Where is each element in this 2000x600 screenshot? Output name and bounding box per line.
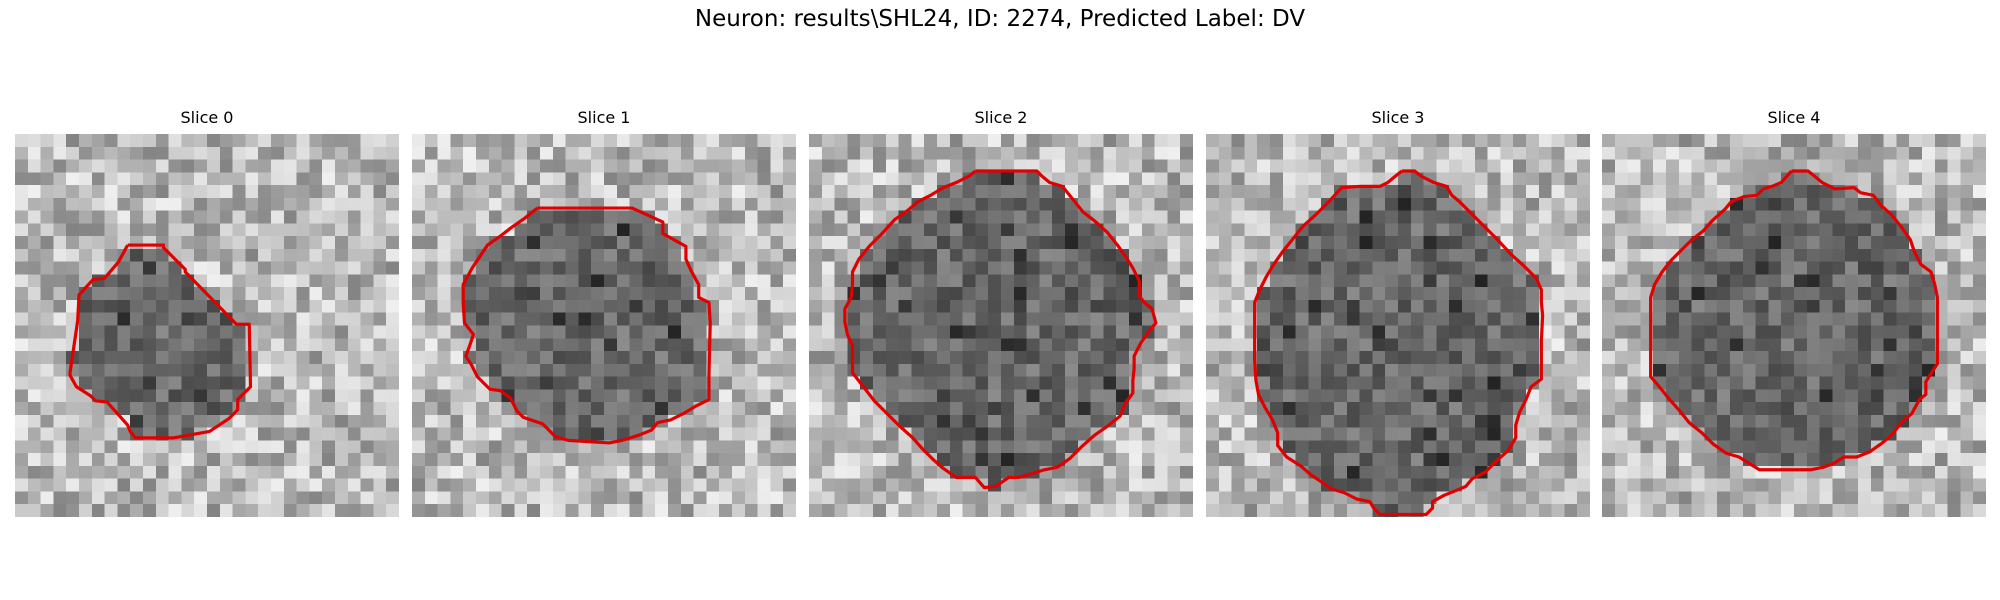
- slice-title-0: Slice 0: [180, 108, 234, 127]
- slice-title-1: Slice 1: [577, 108, 631, 127]
- slice-overlay-1: [461, 206, 712, 445]
- slice-panel-0: Slice 0: [15, 108, 399, 517]
- slice-panel-2: Slice 2: [809, 108, 1193, 517]
- slice-panel-4: Slice 4: [1602, 108, 1986, 517]
- neuron-contour-2: [843, 169, 1158, 490]
- neuron-contour-0: [68, 243, 253, 440]
- slice-title-2: Slice 2: [974, 108, 1028, 127]
- slice-panel-3: Slice 3: [1206, 108, 1590, 517]
- slice-overlay-4: [1649, 169, 1939, 472]
- neuron-contour-3: [1253, 169, 1545, 517]
- slice-image-4: [1602, 134, 1986, 517]
- slice-overlay-3: [1253, 169, 1545, 517]
- slice-title-3: Slice 3: [1371, 108, 1425, 127]
- neuron-contour-1: [461, 206, 712, 445]
- slice-overlay-2: [843, 169, 1158, 490]
- slice-panel-1: Slice 1: [412, 108, 796, 517]
- slice-image-3: [1206, 134, 1590, 517]
- neuron-contour-4: [1649, 169, 1939, 472]
- figure-title: Neuron: results\SHL24, ID: 2274, Predict…: [694, 6, 1306, 32]
- slice-title-4: Slice 4: [1767, 108, 1821, 127]
- slice-image-2: [809, 134, 1193, 517]
- slice-image-1: [412, 134, 796, 517]
- slice-overlay-0: [68, 243, 253, 440]
- slice-image-0: [15, 134, 399, 517]
